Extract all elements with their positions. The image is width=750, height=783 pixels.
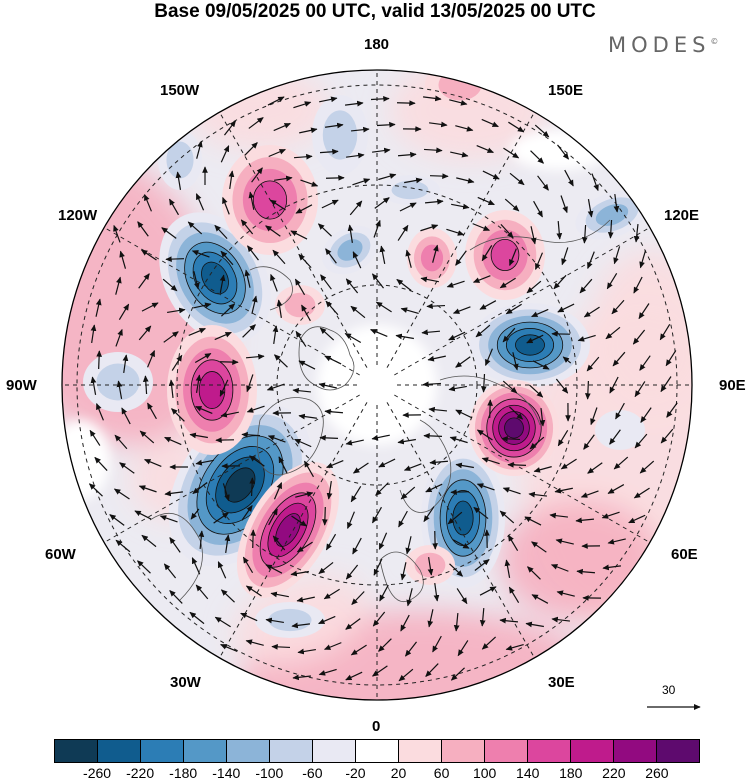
label-180: 180 <box>364 36 390 53</box>
label-90e: 90E <box>719 377 746 394</box>
colorbar-tick-label: 220 <box>602 765 626 781</box>
label-120e: 120E <box>664 207 700 224</box>
label-90w: 90W <box>6 377 37 394</box>
colorbar-bin <box>614 740 657 762</box>
colorbar-bin <box>356 740 399 762</box>
colorbar-tick-label: -100 <box>255 765 284 781</box>
map-boundary <box>61 69 693 701</box>
colorbar-bin <box>313 740 356 762</box>
colorbar-tick-label: 60 <box>433 765 450 781</box>
map-disc <box>62 70 692 700</box>
graticule <box>62 70 692 700</box>
label-0: 0 <box>372 718 381 735</box>
label-150w: 150W <box>160 82 200 99</box>
colorbar-bin <box>528 740 571 762</box>
colorbar-bin <box>227 740 270 762</box>
map-title: Base 09/05/2025 00 UTC, valid 13/05/2025… <box>154 1 596 22</box>
colorbar-bin <box>141 740 184 762</box>
vector-scale-label: 30 <box>662 683 676 697</box>
label-150e: 150E <box>548 82 584 99</box>
colorbar-tick-label: 260 <box>645 765 669 781</box>
colorbar-tick-label: 180 <box>559 765 583 781</box>
label-120w: 120W <box>58 207 98 224</box>
colorbar-bin <box>571 740 614 762</box>
colorbar-tick-label: -180 <box>169 765 198 781</box>
modes-logo: MODES© <box>608 33 719 57</box>
colorbar-tick-label: -260 <box>83 765 112 781</box>
colorbar-bin <box>270 740 313 762</box>
colorbar-bin <box>399 740 442 762</box>
label-30e: 30E <box>548 674 575 691</box>
wind-vectors <box>88 95 678 682</box>
colorbar-bin <box>184 740 227 762</box>
colorbar-tick-label: 20 <box>390 765 407 781</box>
colorbar-bin <box>657 740 699 762</box>
coastline-layer <box>149 219 611 602</box>
colorbar-tick-label: -140 <box>212 765 241 781</box>
label-60w: 60W <box>45 546 76 563</box>
colorbar-tick-label: -220 <box>126 765 155 781</box>
colorbar-tick-label: 100 <box>472 765 497 781</box>
label-30w: 30W <box>170 674 201 691</box>
colorbar-tick-label: -60 <box>302 765 323 781</box>
label-60e: 60E <box>671 546 698 563</box>
colorbar-tick-label: 140 <box>516 765 540 781</box>
colorbar-bin <box>55 740 98 762</box>
colorbar-bin <box>442 740 485 762</box>
colorbar-tick-label: -20 <box>345 765 366 781</box>
colorbar-bin <box>98 740 141 762</box>
colorbar-bin <box>485 740 528 762</box>
colorbar <box>54 739 700 763</box>
